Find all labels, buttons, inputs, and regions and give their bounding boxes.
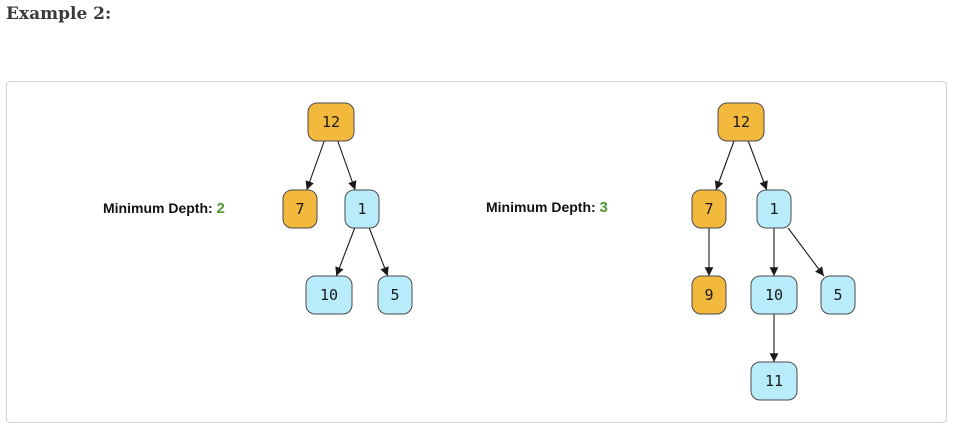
- min-depth-text-2: Minimum Depth:: [486, 199, 596, 215]
- edge-a12-a1: [337, 140, 357, 191]
- node-value: 1: [357, 200, 366, 218]
- edge-b1-b5: [787, 227, 825, 277]
- example-heading: Example 2:: [6, 4, 112, 24]
- node-box: [691, 275, 727, 315]
- node-value: 10: [320, 286, 338, 304]
- tree-node-b10: 10: [750, 275, 798, 315]
- node-box: [750, 275, 798, 315]
- node-box: [717, 102, 765, 142]
- node-value: 9: [704, 286, 713, 304]
- edge-a12-a7: [305, 140, 325, 191]
- tree-node-a7: 7: [282, 189, 318, 229]
- node-value: 5: [390, 286, 399, 304]
- tree-node-a5: 5: [377, 275, 413, 315]
- tree-node-a10: 10: [305, 275, 353, 315]
- node-box: [750, 361, 798, 401]
- tree-node-b1: 1: [756, 189, 792, 229]
- node-box: [344, 189, 380, 229]
- node-value: 11: [765, 372, 783, 390]
- node-box: [307, 102, 355, 142]
- tree-node-a1: 1: [344, 189, 380, 229]
- tree-node-a12: 12: [307, 102, 355, 142]
- node-box: [756, 189, 792, 229]
- tree-diagram: 12 7 1 10 5 12 7 1 9 10 5 11: [282, 102, 856, 401]
- tree-node-b12: 12: [717, 102, 765, 142]
- node-box: [377, 275, 413, 315]
- min-depth-value-1: 2: [216, 200, 225, 217]
- min-depth-label-2: Minimum Depth: 3: [486, 199, 608, 216]
- edge-a1-a5: [368, 227, 389, 277]
- tree-node-b5: 5: [820, 275, 856, 315]
- diagram-panel: Minimum Depth: 2 Minimum Depth: 3 12 7 1 10…: [6, 81, 947, 423]
- node-value: 5: [833, 286, 842, 304]
- tree-node-b11: 11: [750, 361, 798, 401]
- min-depth-value-2: 3: [599, 199, 608, 216]
- min-depth-text-1: Minimum Depth:: [103, 200, 213, 216]
- min-depth-label-1: Minimum Depth: 2: [103, 200, 225, 217]
- node-value: 12: [322, 113, 340, 131]
- node-value: 7: [704, 200, 713, 218]
- node-box: [691, 189, 727, 229]
- node-value: 10: [765, 286, 783, 304]
- node-value: 12: [732, 113, 750, 131]
- node-value: 1: [769, 200, 778, 218]
- node-box: [820, 275, 856, 315]
- node-box: [282, 189, 318, 229]
- tree-node-b9: 9: [691, 275, 727, 315]
- edge-b12-b1: [747, 140, 768, 191]
- tree-node-b7: 7: [691, 189, 727, 229]
- edge-b12-b7: [714, 140, 735, 191]
- edge-a1-a10: [335, 227, 356, 277]
- node-box: [305, 275, 353, 315]
- node-value: 7: [295, 200, 304, 218]
